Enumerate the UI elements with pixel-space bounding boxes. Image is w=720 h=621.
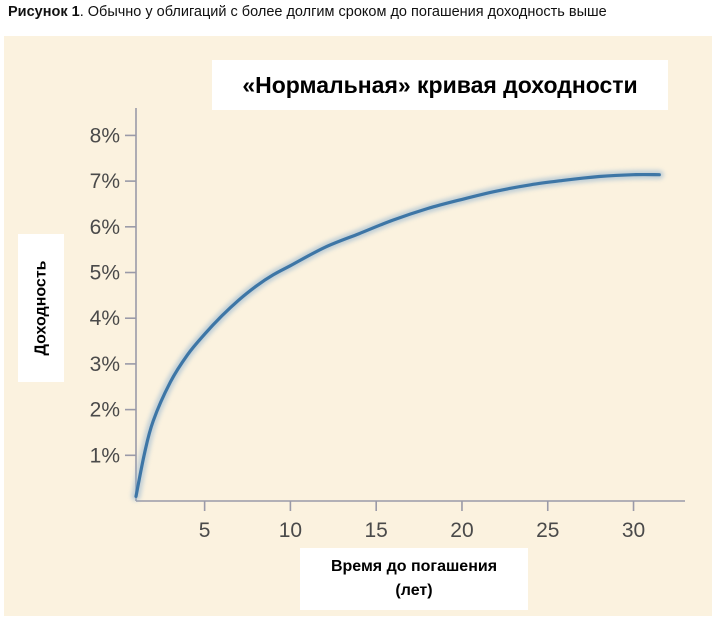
y-tick-label: 5%	[90, 262, 120, 285]
yield-curve-chart: 1% 2% 3% 4% 5% 6% 7% 8% 5 10 15 20 25 30	[90, 108, 685, 542]
figure-caption: Рисунок 1. Обычно у облигаций с более до…	[8, 4, 607, 20]
x-tick-label: 20	[450, 519, 473, 542]
figure-caption-label: Рисунок 1	[8, 4, 80, 20]
y-tick-label: 6%	[90, 216, 120, 239]
x-tick-label: 5	[199, 519, 211, 542]
y-tick-label: 8%	[90, 124, 120, 147]
x-axis-label: Время до погашения (лет)	[300, 548, 528, 610]
y-tick-label: 7%	[90, 170, 120, 193]
yield-curve-line	[134, 172, 661, 498]
chart-panel: 1% 2% 3% 4% 5% 6% 7% 8% 5 10 15 20 25 30 «Нормальная»…	[4, 36, 712, 616]
x-axis-label-line2: (лет)	[395, 582, 433, 599]
y-tick-label: 4%	[90, 307, 120, 330]
y-tick-label: 2%	[90, 399, 120, 422]
x-tick-label: 15	[365, 519, 388, 542]
yield-curve-glow	[131, 170, 664, 501]
chart-title: «Нормальная» кривая доходности	[212, 60, 668, 110]
x-tick-label: 30	[622, 519, 645, 542]
x-axis-label-line1: Время до погашения	[330, 558, 498, 575]
x-tick-label: 25	[536, 519, 559, 542]
figure-caption-text: . Обычно у облигаций с более долгим срок…	[79, 4, 607, 20]
y-tick-label: 1%	[90, 444, 120, 467]
y-axis-label: Доходность	[18, 234, 64, 382]
x-tick-label: 10	[279, 519, 302, 542]
y-axis-label-text: Доходность	[32, 260, 50, 356]
y-tick-label: 3%	[90, 353, 120, 376]
